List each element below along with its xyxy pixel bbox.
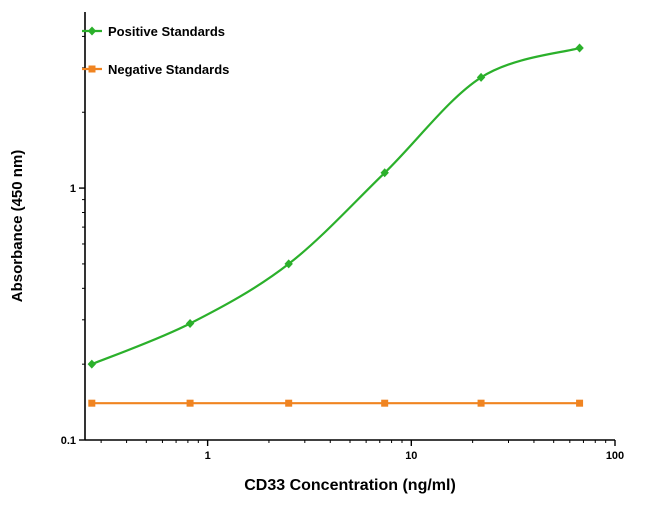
data-point-diamond (380, 168, 389, 178)
x-axis-title: CD33 Concentration (ng/ml) (244, 477, 456, 494)
data-point-square (576, 399, 584, 407)
data-point-square (186, 399, 194, 407)
y-axis-title: Absorbance (450 nm) (9, 150, 26, 303)
x-tick-label: 10 (405, 450, 417, 462)
data-point-square (477, 399, 485, 407)
series-positive-standards (87, 43, 584, 369)
y-tick-label: 1 (70, 183, 76, 195)
y-tick-label: 0.1 (61, 435, 76, 447)
x-tick-label: 100 (606, 450, 624, 462)
data-point-diamond (284, 259, 293, 269)
x-tick-label: 1 (205, 450, 211, 462)
legend-label-positive: Positive Standards (108, 24, 225, 39)
data-point-diamond (87, 359, 97, 369)
x-ticks: 1 10 100 (100, 440, 624, 462)
legend-marker-negative (82, 65, 102, 73)
data-point-diamond (575, 43, 584, 53)
legend-label-negative: Negative Standards (108, 62, 229, 77)
data-point-square (88, 399, 96, 407)
series-line (91, 46, 580, 366)
data-point-diamond (476, 72, 486, 82)
data-point-diamond (185, 319, 195, 329)
data-point-diamond (87, 26, 97, 36)
legend-marker-positive (82, 26, 102, 36)
data-point-square (285, 399, 293, 407)
data-point-square (88, 65, 96, 73)
y-ticks: 0.11 (61, 35, 85, 447)
data-point-square (381, 399, 389, 407)
legend: Positive Standards Negative Standards (82, 24, 229, 77)
series-negative-standards (88, 399, 584, 407)
